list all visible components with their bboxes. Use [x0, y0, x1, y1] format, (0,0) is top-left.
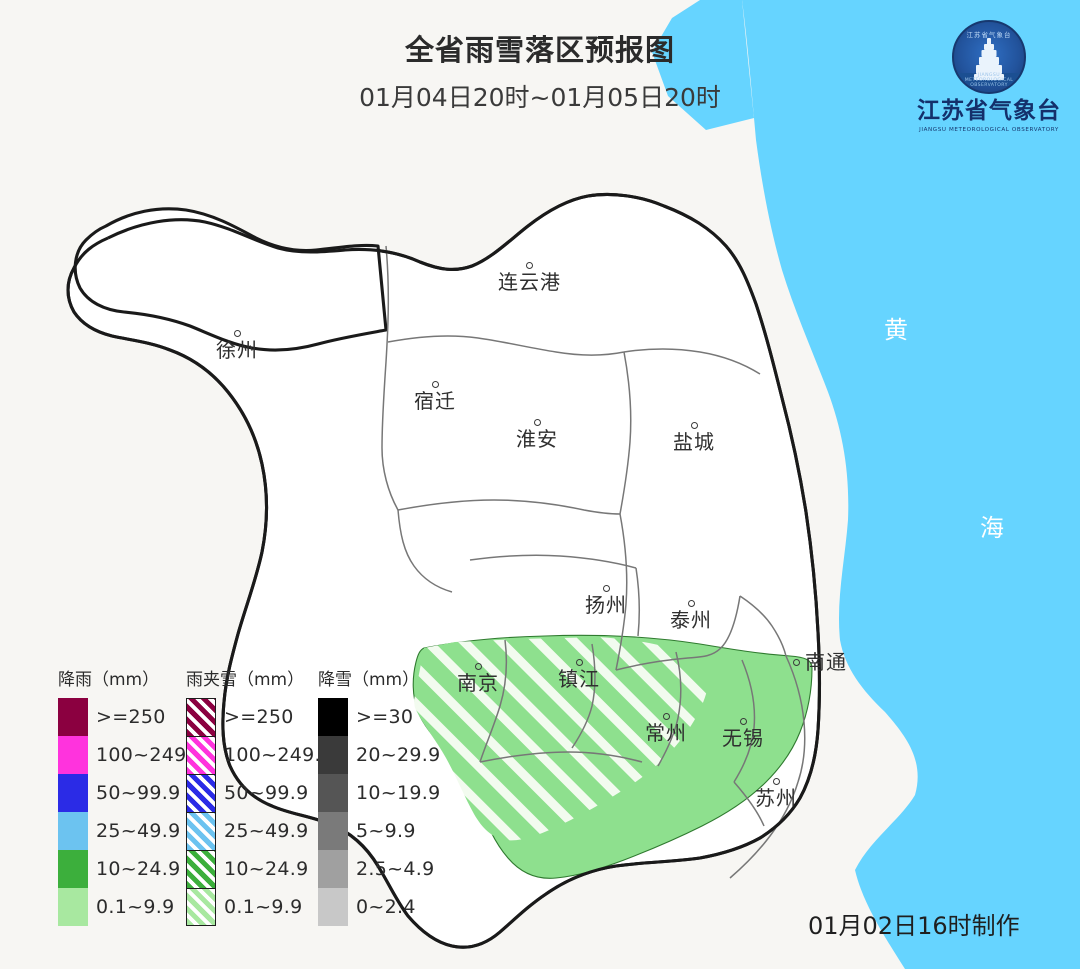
legend-swatch — [318, 736, 348, 774]
legend-swatch — [186, 698, 216, 736]
legend-range-label: 100~249.9 — [96, 744, 206, 766]
province-outline — [66, 192, 822, 949]
precipitation-legend: 降雨（mm） >=250 100~249.9 50~99.9 25~49.9 10~24.… — [58, 670, 441, 926]
legend-swatch — [58, 698, 88, 736]
legend-range-label: 100~249.9 — [224, 744, 334, 766]
legend-body: >=30 20~29.9 10~19.9 5~9.9 2.5~4.9 0~2.4 — [318, 698, 441, 926]
legend-range-label: 5~9.9 — [356, 820, 416, 842]
legend-range-label: >=250 — [96, 706, 166, 728]
legend-range-label: 50~99.9 — [96, 782, 181, 804]
legend-body: >=250 100~249.9 50~99.9 25~49.9 10~24.9 0.1~9… — [58, 698, 205, 926]
legend-column-1: 降雨（mm） >=250 100~249.9 50~99.9 25~49.9 10~24.… — [58, 670, 205, 926]
legend-column-3: 降雪（mm） >=30 20~29.9 10~19.9 5~9.9 2.5~4.9 0~2.… — [318, 670, 441, 926]
legend-range-label: 10~19.9 — [356, 782, 441, 804]
logo-name-cn: 江苏省气象台 — [917, 98, 1061, 124]
legend-swatch — [318, 850, 348, 888]
legend-swatch — [58, 812, 88, 850]
sleet-area-overlay — [414, 637, 708, 841]
legend-range-label: 50~99.9 — [224, 782, 309, 804]
yellow-sea-water — [742, 0, 1080, 969]
legend-swatch — [58, 736, 88, 774]
legend-swatch — [318, 888, 348, 926]
legend-label-strip: >=250 100~249.9 50~99.9 25~49.9 10~24.9 0.1~9… — [96, 698, 205, 926]
observatory-seal-icon: 江苏省气象台 JIANGSU METEOROLOGICAL OBSERVATOR… — [952, 20, 1026, 94]
legend-swatch — [58, 888, 88, 926]
legend-swatch — [318, 812, 348, 850]
legend-column-header: 降雪（mm） — [318, 670, 420, 690]
legend-range-label: 0~2.4 — [356, 896, 416, 918]
seal-arc-bottom-text: JIANGSU METEOROLOGICAL OBSERVATORY — [964, 73, 1014, 88]
legend-label-strip: >=30 20~29.9 10~19.9 5~9.9 2.5~4.9 0~2.4 — [356, 698, 441, 926]
legend-range-label: 25~49.9 — [96, 820, 181, 842]
legend-swatch — [186, 774, 216, 812]
legend-swatch — [186, 736, 216, 774]
prefecture-boundaries — [381, 245, 806, 879]
legend-swatch — [58, 774, 88, 812]
legend-range-label: 2.5~4.9 — [356, 858, 435, 880]
legend-swatch-strip — [58, 698, 88, 926]
legend-range-label: 0.1~9.9 — [224, 896, 303, 918]
legend-range-label: 25~49.9 — [224, 820, 309, 842]
logo-name-en: JIANGSU METEOROLOGICAL OBSERVATORY — [919, 127, 1059, 133]
legend-swatch — [186, 850, 216, 888]
pagoda-tower-icon — [974, 38, 1004, 82]
jiangsu-meteorological-observatory-logo: 江苏省气象台 JIANGSU METEOROLOGICAL OBSERVATOR… — [917, 20, 1060, 150]
legend-swatch — [318, 774, 348, 812]
legend-range-label: 20~29.9 — [356, 744, 441, 766]
legend-range-label: >=250 — [224, 706, 294, 728]
legend-range-label: >=30 — [356, 706, 414, 728]
legend-swatch — [186, 888, 216, 926]
legend-column-header: 雨夹雪（mm） — [186, 670, 305, 690]
legend-range-label: 10~24.9 — [96, 858, 181, 880]
legend-swatch — [318, 698, 348, 736]
legend-label-strip: >=250 100~249.9 50~99.9 25~49.9 10~24.9 0.1~9… — [224, 698, 333, 926]
legend-column-2: 雨夹雪（mm） >=250 100~249.9 50~99.9 25~49.9 10~24… — [186, 670, 333, 926]
legend-swatch — [58, 850, 88, 888]
legend-swatch — [186, 812, 216, 850]
haizhou-bay-water — [652, 0, 754, 130]
seal-arc-top-text: 江苏省气象台 — [966, 31, 1012, 39]
xuzhou-panhandle — [73, 207, 388, 352]
legend-swatch-strip — [186, 698, 216, 926]
legend-range-label: 10~24.9 — [224, 858, 309, 880]
legend-body: >=250 100~249.9 50~99.9 25~49.9 10~24.9 0.1~9… — [186, 698, 333, 926]
legend-column-header: 降雨（mm） — [58, 670, 160, 690]
legend-range-label: 0.1~9.9 — [96, 896, 175, 918]
legend-swatch-strip — [318, 698, 348, 926]
